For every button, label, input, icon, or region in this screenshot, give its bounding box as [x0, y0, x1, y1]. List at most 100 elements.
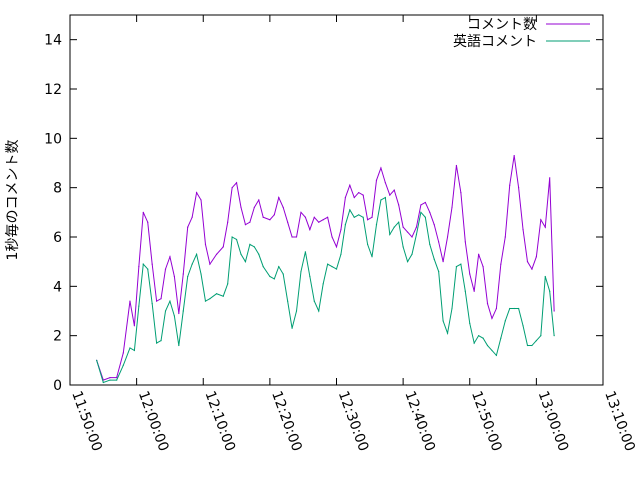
data-point	[531, 344, 533, 347]
data-point	[442, 320, 444, 322]
data-point	[322, 219, 324, 221]
data-point	[478, 253, 480, 255]
data-point	[287, 221, 289, 223]
data-point	[473, 342, 475, 344]
data-point	[309, 229, 311, 231]
data-point	[138, 305, 140, 307]
legend-label-series-2: 英語コメント	[453, 33, 537, 50]
data-point	[215, 253, 218, 255]
data-point	[164, 268, 167, 270]
data-point	[327, 263, 329, 265]
data-point	[544, 275, 546, 278]
data-point	[371, 256, 373, 258]
data-point	[109, 379, 111, 381]
y-tick-label: 0	[53, 378, 62, 394]
data-point	[340, 253, 342, 255]
data-point	[204, 243, 207, 245]
y-axis-title: 1秒毎のコメント数	[5, 140, 21, 261]
data-point	[331, 236, 333, 238]
data-point	[442, 261, 444, 263]
data-point	[420, 211, 422, 213]
data-point	[258, 253, 260, 255]
y-tick-label: 2	[53, 329, 62, 345]
data-point	[340, 229, 342, 231]
data-point	[349, 184, 351, 186]
data-point	[500, 263, 502, 265]
data-point	[300, 211, 302, 213]
data-point	[129, 300, 131, 302]
data-point	[273, 214, 275, 216]
data-point	[262, 266, 264, 268]
data-point	[204, 300, 207, 302]
data-point	[173, 315, 175, 317]
data-point	[513, 307, 515, 310]
ticks: 0 2 4 6 8 10 12 14 11:50:00 12:00:00 12:10:00 12:20…	[44, 15, 638, 453]
data-point	[215, 293, 218, 295]
data-point	[244, 261, 247, 263]
data-point	[300, 270, 302, 273]
data-point	[344, 196, 346, 199]
data-point	[227, 221, 229, 223]
data-point	[464, 241, 466, 243]
data-point	[522, 325, 524, 327]
data-point	[518, 307, 520, 310]
x-tick-label: 12:30:00	[335, 389, 372, 454]
data-point	[200, 199, 202, 201]
data-point	[358, 192, 360, 194]
data-point	[509, 307, 511, 310]
data-point	[331, 266, 333, 268]
data-point	[209, 263, 211, 265]
data-point	[411, 236, 413, 238]
data-point	[375, 179, 378, 181]
data-point	[424, 216, 426, 218]
data-point	[122, 352, 124, 354]
data-point	[384, 182, 386, 184]
data-point	[304, 216, 307, 218]
data-point	[482, 337, 484, 339]
data-point	[460, 192, 462, 194]
data-point	[509, 184, 511, 186]
data-point	[371, 216, 373, 218]
y-tick-label: 12	[44, 82, 62, 98]
data-point	[398, 204, 400, 206]
data-point	[473, 290, 475, 292]
data-point	[304, 251, 307, 253]
data-point	[178, 312, 180, 315]
data-point	[191, 263, 193, 265]
data-point	[287, 300, 289, 302]
data-point	[478, 335, 480, 337]
data-point	[513, 155, 515, 157]
data-point	[269, 275, 271, 278]
data-point	[151, 303, 153, 305]
data-point	[116, 377, 118, 379]
data-point	[231, 236, 233, 238]
data-point	[482, 266, 484, 268]
data-point	[253, 206, 255, 208]
data-point	[504, 236, 506, 238]
data-point	[151, 263, 153, 265]
data-point	[262, 216, 264, 218]
data-point	[398, 221, 400, 223]
data-point	[235, 238, 238, 241]
data-point	[495, 354, 497, 356]
data-point	[344, 224, 346, 226]
data-point	[486, 344, 489, 347]
data-point	[544, 226, 546, 228]
data-point	[469, 322, 471, 324]
data-point	[438, 241, 440, 243]
data-point	[433, 258, 435, 260]
data-point	[109, 377, 111, 379]
data-point	[460, 263, 462, 265]
data-point	[353, 196, 355, 199]
data-point	[244, 224, 247, 226]
data-point	[349, 209, 351, 211]
data-point	[486, 303, 489, 305]
data-point	[249, 243, 251, 245]
data-point	[522, 229, 524, 231]
x-tick-label: 13:10:00	[601, 389, 638, 454]
data-point	[209, 298, 211, 300]
y-tick-label: 14	[44, 33, 62, 49]
data-point	[138, 266, 140, 268]
